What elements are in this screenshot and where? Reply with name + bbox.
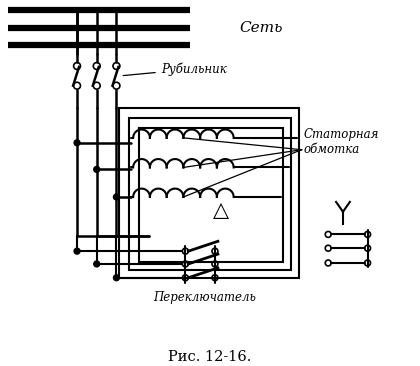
Bar xyxy=(119,108,299,278)
Bar xyxy=(139,128,283,262)
Text: Статорная
обмотка: Статорная обмотка xyxy=(304,128,379,156)
Bar xyxy=(129,118,291,270)
Text: Сеть: Сеть xyxy=(239,20,283,34)
Circle shape xyxy=(113,275,119,281)
Text: △: △ xyxy=(213,200,229,220)
Circle shape xyxy=(74,248,80,254)
Circle shape xyxy=(94,261,100,267)
Text: Рис. 12-16.: Рис. 12-16. xyxy=(168,350,252,364)
Text: Переключатель: Переключатель xyxy=(154,291,257,303)
Text: Рубильник: Рубильник xyxy=(123,62,226,76)
Circle shape xyxy=(74,140,80,146)
Circle shape xyxy=(94,167,100,172)
Circle shape xyxy=(113,194,119,200)
